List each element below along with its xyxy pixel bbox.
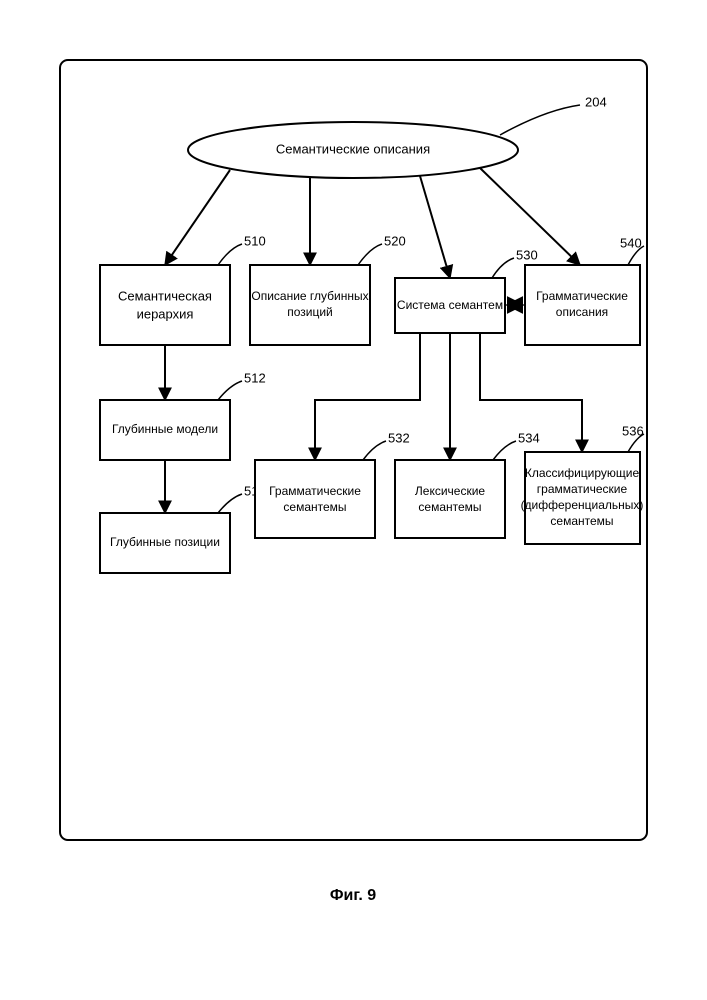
svg-text:Грамматические: Грамматические	[536, 289, 628, 303]
num-540: 540	[620, 235, 642, 250]
svg-text:(дифференциальных): (дифференциальных)	[521, 498, 644, 512]
figure-caption: Фиг. 9	[330, 887, 376, 904]
svg-text:позиций: позиций	[287, 305, 333, 319]
node-534: Лексические семантемы	[395, 460, 505, 538]
svg-text:Классифицирующие: Классифицирующие	[525, 466, 640, 480]
node-532: Грамматические семантемы	[255, 460, 375, 538]
svg-text:Лексические: Лексические	[415, 484, 486, 498]
node-530: Система семантем	[395, 278, 505, 333]
svg-text:Глубинные позиции: Глубинные позиции	[110, 535, 220, 549]
node-512: Глубинные модели	[100, 400, 230, 460]
node-536: Классифицирующие грамматические (диффере…	[521, 452, 644, 544]
num-536: 536	[622, 423, 644, 438]
node-540: Грамматические описания	[525, 265, 640, 345]
svg-text:иерархия: иерархия	[137, 306, 194, 321]
num-532: 532	[388, 430, 410, 445]
svg-text:Семантическая: Семантическая	[118, 288, 212, 303]
svg-text:описания: описания	[556, 305, 608, 319]
num-510: 510	[244, 233, 266, 248]
node-520: Описание глубинных позиций	[250, 265, 370, 345]
svg-text:Система семантем: Система семантем	[397, 298, 503, 312]
node-510: Семантическая иерархия	[100, 265, 230, 345]
svg-text:грамматические: грамматические	[537, 482, 628, 496]
node-514: Глубинные позиции	[100, 513, 230, 573]
num-520: 520	[384, 233, 406, 248]
root-label: Семантические описания	[276, 141, 430, 156]
svg-text:Глубинные модели: Глубинные модели	[112, 422, 218, 436]
num-530: 530	[516, 247, 538, 262]
num-512: 512	[244, 370, 266, 385]
svg-text:семантемы: семантемы	[550, 514, 613, 528]
num-534: 534	[518, 430, 540, 445]
svg-text:семантемы: семантемы	[418, 500, 481, 514]
svg-text:семантемы: семантемы	[283, 500, 346, 514]
svg-text:Грамматические: Грамматические	[269, 484, 361, 498]
svg-text:Описание глубинных: Описание глубинных	[251, 289, 368, 303]
num-204: 204	[585, 94, 607, 109]
